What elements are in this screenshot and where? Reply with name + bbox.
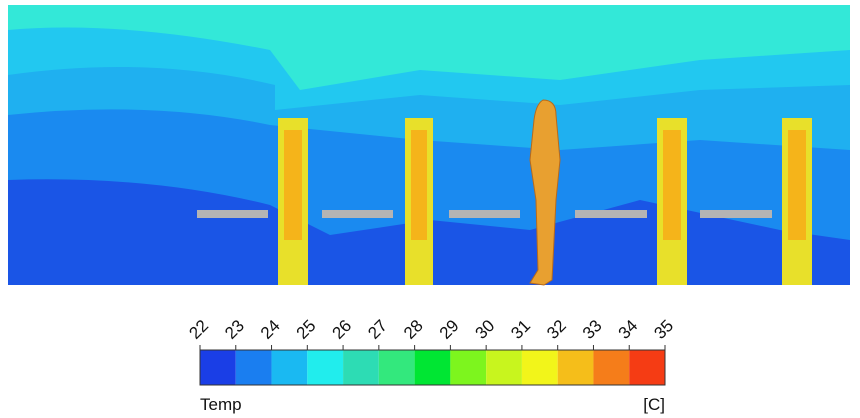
- color-segment: [236, 350, 272, 385]
- color-segment: [486, 350, 522, 385]
- tick-label: 25: [293, 316, 320, 343]
- color-segment: [343, 350, 379, 385]
- color-segment: [558, 350, 594, 385]
- tick-label: 27: [364, 316, 391, 343]
- tick-label: 34: [615, 316, 642, 343]
- color-segment: [272, 350, 308, 385]
- color-segment: [379, 350, 415, 385]
- color-segment: [200, 350, 236, 385]
- tick-label: 26: [328, 316, 355, 343]
- color-segment: [629, 350, 665, 385]
- tick-label: 24: [257, 316, 284, 343]
- colorbar-title: Temp: [200, 395, 242, 414]
- tick-label: 22: [185, 316, 212, 343]
- tick-label: 35: [650, 316, 677, 343]
- tick-label: 31: [507, 316, 534, 343]
- color-segment: [593, 350, 629, 385]
- tick-label: 32: [543, 316, 570, 343]
- tick-label: 29: [436, 316, 463, 343]
- color-segment: [450, 350, 486, 385]
- colorbar: Temp [C] 22 23 24 25 26 27 28 29 30 31 32 33 34 35: [185, 316, 677, 414]
- colorbar-unit: [C]: [643, 395, 665, 414]
- tick-label: 30: [472, 316, 499, 343]
- tick-label: 33: [579, 316, 606, 343]
- color-segment: [307, 350, 343, 385]
- tick-label: 23: [221, 316, 248, 343]
- temperature-contour: [8, 5, 850, 285]
- color-segment: [415, 350, 451, 385]
- tick-label: 28: [400, 316, 427, 343]
- page: Temp [C] 22 23 24 25 26 27 28 29 30 31 32 33 34 35: [0, 0, 860, 418]
- color-segment: [522, 350, 558, 385]
